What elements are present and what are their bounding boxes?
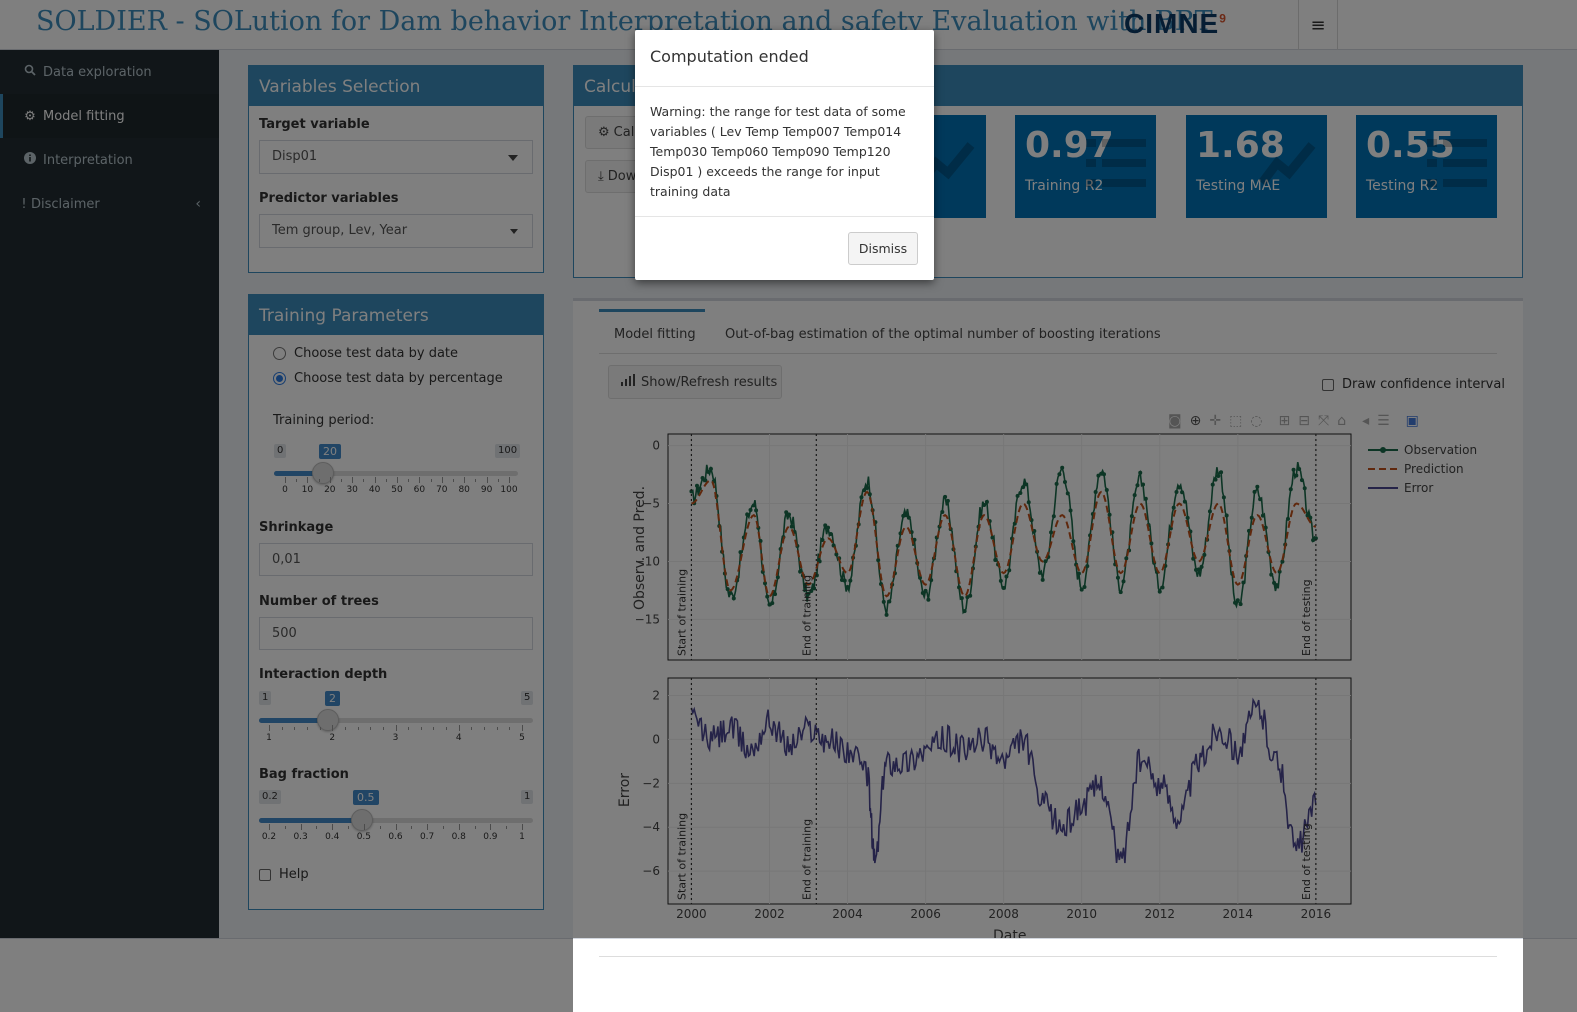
computation-ended-modal: Computation ended Warning: the range for… [635, 30, 934, 280]
modal-backdrop-footer[interactable] [0, 938, 573, 1012]
modal-backdrop-footer-right[interactable] [1523, 938, 1577, 1012]
dismiss-button[interactable]: Dismiss [848, 232, 918, 265]
modal-title: Computation ended [650, 47, 809, 66]
modal-body-text: Warning: the range for test data of some… [650, 104, 906, 199]
